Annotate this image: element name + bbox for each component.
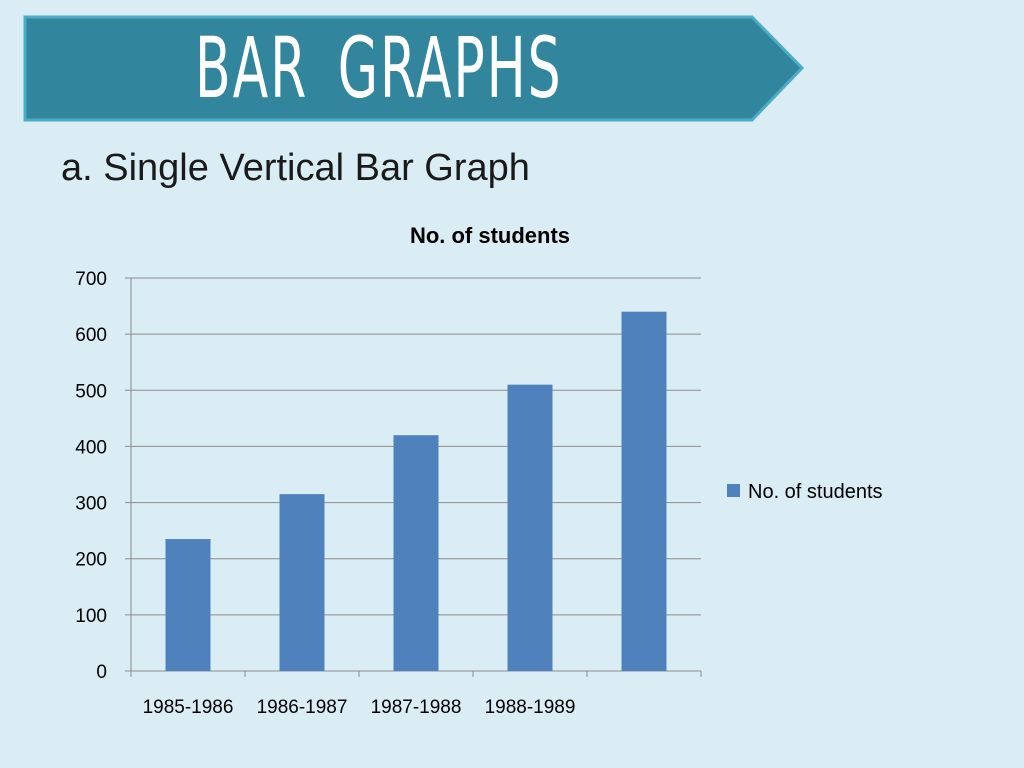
y-tick-label: 300 xyxy=(75,494,107,515)
bar xyxy=(393,435,439,671)
y-tick-label: 200 xyxy=(75,550,107,571)
y-tick-label: 500 xyxy=(75,381,107,402)
bar xyxy=(165,539,211,671)
title-banner xyxy=(23,15,805,122)
x-category-label: 1988-1989 xyxy=(485,697,576,718)
y-tick-label: 100 xyxy=(75,606,107,627)
chart-title: No. of students xyxy=(410,223,570,248)
slide-subtitle: a. Single Vertical Bar Graph xyxy=(61,147,530,189)
y-tick-label: 600 xyxy=(75,325,107,346)
legend: No. of students xyxy=(727,481,883,503)
bar xyxy=(621,311,667,671)
x-category-label: 1987-1988 xyxy=(371,697,462,718)
legend-label: No. of students xyxy=(748,481,883,503)
slide-title: BAR GRAPHS xyxy=(195,19,563,117)
legend-swatch xyxy=(727,484,740,497)
axes: 0 100 200 300 400 500 600 700 1985-1986 1986-1987… xyxy=(75,269,702,718)
y-tick-label: 700 xyxy=(75,269,107,290)
y-tick-label: 0 xyxy=(96,662,107,683)
banner-arrow-shape xyxy=(23,15,805,122)
x-category-label: 1986-1987 xyxy=(257,697,348,718)
bars xyxy=(165,311,667,671)
y-tick-label: 400 xyxy=(75,437,107,458)
x-category-label: 1985-1986 xyxy=(143,697,234,718)
bar xyxy=(507,384,553,671)
bar xyxy=(279,494,325,671)
